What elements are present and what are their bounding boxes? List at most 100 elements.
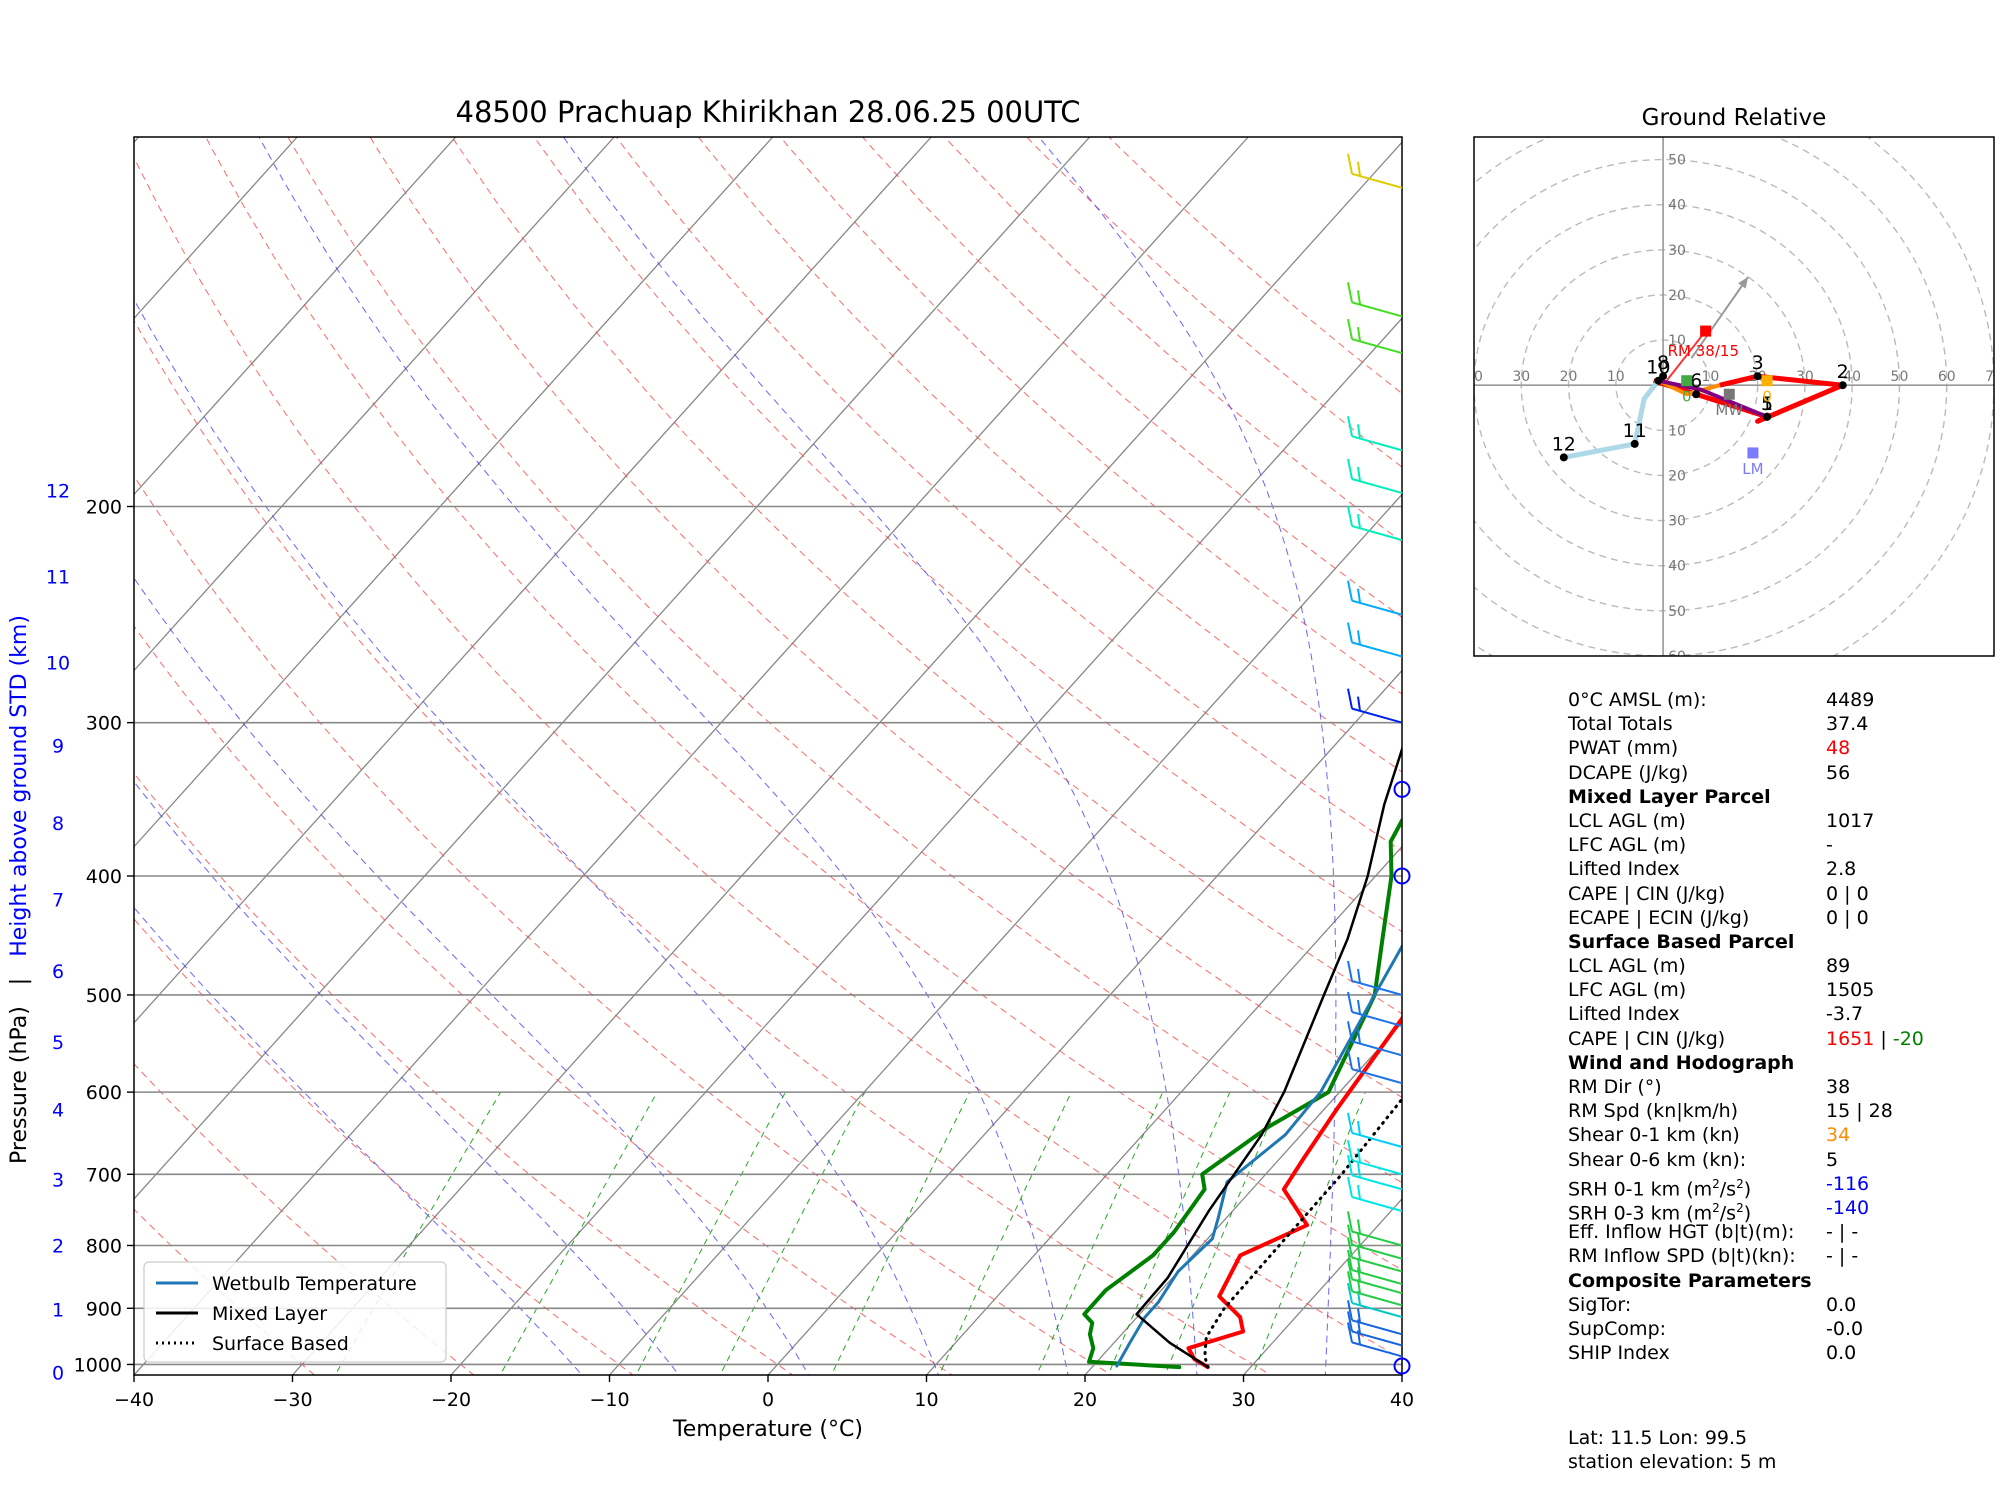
hodograph-marker-label: 0 xyxy=(1682,388,1692,406)
index-label-part: /s xyxy=(1719,1178,1737,1201)
wind-barb xyxy=(1347,416,1403,452)
index-label: Shear 0-6 km (kn): xyxy=(1568,1148,1747,1171)
index-label: SupComp: xyxy=(1568,1317,1667,1340)
wind-barb xyxy=(1347,282,1403,318)
index-value: -140 xyxy=(1826,1196,1870,1219)
height-tick-label: 10 xyxy=(46,653,70,675)
indices-row: Total Totals 37.4 xyxy=(1568,712,1988,736)
wind-barb-calm xyxy=(1393,1357,1411,1375)
index-label: CAPE | CIN (J/kg) xyxy=(1568,1027,1726,1050)
hodograph-frame xyxy=(1473,136,1995,657)
dry-adiabat xyxy=(697,137,1402,773)
p-tick-label: 1000 xyxy=(74,1354,122,1376)
index-value: 37.4 xyxy=(1826,713,1869,736)
legend-box xyxy=(143,1261,447,1363)
height-tick-label: 12 xyxy=(46,480,70,502)
index-label: CAPE | CIN (J/kg) xyxy=(1568,882,1726,905)
dry-adiabat xyxy=(134,1063,475,1375)
index-label: DCAPE (J/kg) xyxy=(1568,761,1689,784)
index-value: 89 xyxy=(1826,955,1851,978)
height-tick-label: 2 xyxy=(52,1235,64,1257)
index-label: 0°C AMSL (m): xyxy=(1568,689,1707,711)
hodograph-point xyxy=(1630,439,1639,448)
section-heading: Surface Based Parcel xyxy=(1568,930,1795,953)
x-tick-label: −10 xyxy=(589,1389,629,1411)
index-label-part: 2 xyxy=(1712,1200,1720,1215)
index-label: Total Totals xyxy=(1568,713,1673,736)
hodograph-marker xyxy=(1761,375,1773,387)
dry-adiabat xyxy=(287,137,1402,1184)
isotherm-line xyxy=(134,137,774,848)
series-dewpoint xyxy=(1082,817,1402,1370)
dry-adiabat xyxy=(779,137,1402,695)
moist-adiabat xyxy=(134,781,680,1375)
index-label: LFC AGL (m) xyxy=(1568,979,1687,1002)
height-tick-label: 0 xyxy=(52,1362,64,1384)
indices-row: Lifted Index 2.8 xyxy=(1568,857,1988,881)
height-tick-label: 6 xyxy=(52,961,64,983)
hodograph-point xyxy=(1654,376,1663,385)
index-value: 38 xyxy=(1826,1076,1851,1098)
indices-row: LFC AGL (m) - xyxy=(1568,833,1988,857)
hodograph-ring-label: 30 xyxy=(1668,243,1686,259)
index-label: SRH 0-3 km (m2/s2) xyxy=(1568,1196,1751,1226)
hodograph-height-label: 8 xyxy=(1657,352,1669,374)
x-tick-label: −40 xyxy=(114,1389,154,1411)
x-tick-label: 30 xyxy=(1231,1389,1255,1411)
hodograph-ring-label: 30 xyxy=(1668,514,1686,530)
p-tick-label: 700 xyxy=(86,1164,122,1186)
hodograph-height-label: 12 xyxy=(1552,433,1576,455)
p-tick-label: 600 xyxy=(86,1082,122,1104)
dry-adiabat xyxy=(134,918,634,1375)
indices-row: SRH 0-1 km (m2/s2) -116 xyxy=(1568,1172,1988,1200)
height-tick-label: 4 xyxy=(52,1100,64,1122)
hodograph-ring-label: 10 xyxy=(1701,369,1719,385)
indices-row: SRH 0-3 km (m2/s2) -140 xyxy=(1568,1196,1988,1224)
sounding-indices-panel: 0°C AMSL (m): 4489 Total Totals 37.4 PWAT (m… xyxy=(1568,688,1988,1365)
hodograph-ring-label: 40 xyxy=(1668,559,1686,575)
height-tick-label: 7 xyxy=(52,889,64,911)
hodograph-ring-label: 50 xyxy=(1668,604,1686,620)
isotherm-line xyxy=(609,493,1402,1375)
index-value: 0.0 xyxy=(1826,1293,1857,1316)
hodograph-ring-label: 70 xyxy=(1985,369,2000,385)
x-tick-label: 20 xyxy=(1073,1389,1097,1411)
indices-row: CAPE | CIN (J/kg) 1651 | -20 xyxy=(1568,1027,1988,1051)
index-label-part: ) xyxy=(1743,1202,1752,1225)
p-tick-label: 200 xyxy=(86,496,122,518)
wind-barb xyxy=(1347,318,1403,355)
indices-row: SHIP Index 0.0 xyxy=(1568,1341,1988,1365)
p-tick-label: 800 xyxy=(86,1235,122,1257)
p-tick-label: 900 xyxy=(86,1298,122,1320)
x-tick-label: 40 xyxy=(1390,1389,1414,1411)
wind-barb xyxy=(1347,1311,1403,1347)
height-tick-label: 3 xyxy=(52,1170,64,1192)
height-axis-label: Height above ground STD (km) xyxy=(7,615,32,957)
indices-row: Shear 0-6 km (kn): 5 xyxy=(1568,1148,1988,1172)
wind-barb xyxy=(1347,1048,1403,1085)
wind-barb xyxy=(1347,1249,1403,1286)
isotherm-line xyxy=(134,137,298,320)
wind-barb xyxy=(1347,1259,1403,1295)
hodograph-height-label: 5 xyxy=(1761,393,1773,415)
index-label: RM Inflow SPD (b|t)(kn): xyxy=(1568,1245,1796,1268)
indices-row: LCL AGL (m) 89 xyxy=(1568,954,1988,978)
svg-text:Pressure (hPa) | H: Pressure (hPa) | Height above ground STD… xyxy=(7,615,32,1164)
index-label-part: SRH 0-1 km (m xyxy=(1568,1178,1713,1201)
indices-section-heading: Surface Based Parcel xyxy=(1568,930,1988,954)
wind-barb xyxy=(1347,1112,1403,1148)
index-value: -3.7 xyxy=(1826,1003,1864,1026)
indices-row: LFC AGL (m) 1505 xyxy=(1568,978,1988,1002)
dry-adiabat xyxy=(134,319,1272,1375)
indices-row: RM Dir (°) 38 xyxy=(1568,1075,1988,1099)
index-value: 1651 | -20 xyxy=(1826,1027,1924,1051)
index-value: 56 xyxy=(1826,761,1851,784)
index-value: 0.0 xyxy=(1826,1342,1857,1365)
indices-section-heading: Wind and Hodograph xyxy=(1568,1051,1988,1075)
moist-adiabat xyxy=(258,137,1069,1375)
wind-barb xyxy=(1347,960,1403,996)
dry-adiabat xyxy=(134,772,794,1375)
dry-adiabat xyxy=(205,137,1402,1271)
dry-adiabat xyxy=(134,1208,316,1375)
hodograph-height-label: 11 xyxy=(1623,420,1647,442)
